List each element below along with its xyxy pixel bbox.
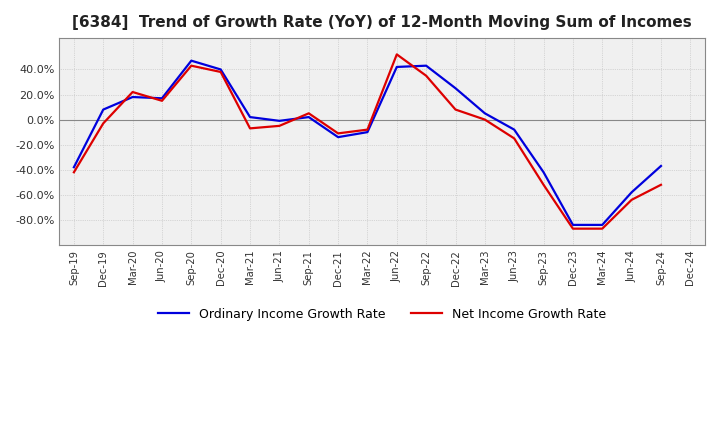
Ordinary Income Growth Rate [569,222,577,227]
Ordinary Income Growth Rate [598,222,606,227]
Ordinary Income Growth Rate [334,135,343,140]
Net Income Growth Rate [99,121,107,126]
Ordinary Income Growth Rate [187,58,196,63]
Line: Net Income Growth Rate: Net Income Growth Rate [74,55,661,229]
Ordinary Income Growth Rate [275,118,284,124]
Legend: Ordinary Income Growth Rate, Net Income Growth Rate: Ordinary Income Growth Rate, Net Income … [153,303,611,326]
Ordinary Income Growth Rate [99,107,107,112]
Ordinary Income Growth Rate [363,129,372,135]
Net Income Growth Rate [128,89,137,95]
Net Income Growth Rate [451,107,460,112]
Net Income Growth Rate [657,182,665,187]
Net Income Growth Rate [275,123,284,128]
Ordinary Income Growth Rate [422,63,431,68]
Net Income Growth Rate [363,127,372,132]
Net Income Growth Rate [334,131,343,136]
Ordinary Income Growth Rate [70,165,78,170]
Net Income Growth Rate [70,169,78,175]
Net Income Growth Rate [158,98,166,103]
Net Income Growth Rate [246,126,254,131]
Net Income Growth Rate [422,73,431,78]
Line: Ordinary Income Growth Rate: Ordinary Income Growth Rate [74,61,661,225]
Ordinary Income Growth Rate [627,190,636,195]
Ordinary Income Growth Rate [305,114,313,120]
Net Income Growth Rate [569,226,577,231]
Net Income Growth Rate [627,197,636,202]
Title: [6384]  Trend of Growth Rate (YoY) of 12-Month Moving Sum of Incomes: [6384] Trend of Growth Rate (YoY) of 12-… [72,15,692,30]
Ordinary Income Growth Rate [451,86,460,91]
Ordinary Income Growth Rate [128,95,137,100]
Net Income Growth Rate [216,70,225,75]
Ordinary Income Growth Rate [392,64,401,70]
Ordinary Income Growth Rate [657,163,665,169]
Net Income Growth Rate [598,226,606,231]
Ordinary Income Growth Rate [510,127,518,132]
Net Income Growth Rate [539,182,548,187]
Ordinary Income Growth Rate [158,95,166,101]
Net Income Growth Rate [510,136,518,141]
Net Income Growth Rate [392,52,401,57]
Ordinary Income Growth Rate [246,114,254,120]
Net Income Growth Rate [187,63,196,68]
Ordinary Income Growth Rate [539,169,548,175]
Net Income Growth Rate [305,111,313,116]
Ordinary Income Growth Rate [480,111,489,116]
Net Income Growth Rate [480,117,489,122]
Ordinary Income Growth Rate [216,67,225,72]
